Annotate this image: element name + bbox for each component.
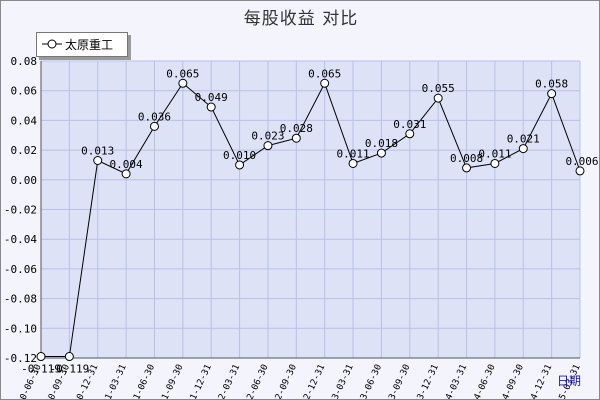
y-tick-label: 0.02	[11, 144, 38, 157]
x-tick-label: 2021-06-30	[125, 363, 157, 399]
data-label: 0.018	[365, 137, 398, 150]
x-tick-label: 2024-03-31	[437, 363, 469, 399]
data-label: 0.036	[138, 110, 171, 123]
data-label: 0.006	[565, 155, 598, 168]
x-tick-label: 2023-12-31	[409, 363, 441, 399]
grid	[40, 60, 581, 359]
data-label: 0.065	[166, 67, 199, 80]
y-tick-label: 0.04	[11, 114, 38, 127]
data-label: 0.049	[195, 91, 228, 104]
data-label: 0.028	[280, 122, 313, 135]
x-tick-label: 2021-12-31	[182, 363, 214, 399]
data-point	[121, 169, 131, 179]
y-tick-label: -0.08	[4, 293, 37, 306]
data-point	[64, 352, 74, 362]
x-tick-label: 2021-03-31	[97, 363, 129, 399]
data-label: 0.058	[535, 78, 568, 91]
y-tick-label: -0.12	[4, 352, 37, 365]
data-point	[348, 158, 358, 168]
x-axis-unit-label: 日期	[557, 374, 582, 388]
x-tick-label: 2022-09-30	[267, 363, 299, 399]
data-label: 0.010	[223, 149, 256, 162]
series-line-layer	[41, 82, 581, 358]
chart-title: 每股收益 对比	[243, 9, 359, 29]
legend-marker-icon	[42, 39, 62, 49]
data-point	[36, 352, 46, 362]
data-point	[206, 102, 216, 112]
y-tick-label: -0.10	[4, 322, 37, 335]
data-point	[235, 160, 245, 170]
data-point	[575, 166, 585, 176]
data-label: 0.011	[478, 147, 511, 160]
data-point	[405, 129, 415, 139]
data-label: 0.065	[308, 67, 341, 80]
y-tick-label: -0.06	[4, 263, 37, 276]
x-tick-label: 2021-09-30	[154, 363, 186, 399]
data-label: 0.031	[393, 118, 426, 131]
x-tick-label: 2022-12-31	[295, 363, 327, 399]
data-label: -0.119	[21, 363, 61, 376]
data-point	[178, 78, 188, 88]
data-point	[433, 93, 443, 103]
data-point	[93, 155, 103, 165]
data-point	[320, 78, 330, 88]
y-tick-label: -0.04	[4, 233, 37, 246]
data-label: 0.008	[450, 152, 483, 165]
x-tick-label: 2023-03-31	[324, 363, 356, 399]
data-label: 0.055	[422, 82, 455, 95]
data-point	[149, 121, 159, 131]
data-point	[263, 141, 273, 151]
data-label: 0.013	[81, 144, 114, 157]
data-point	[376, 148, 386, 158]
y-tick-label: 0.00	[11, 174, 38, 187]
y-tick-label: -0.02	[4, 204, 37, 217]
data-label: 0.011	[336, 147, 369, 160]
x-tick-label: 2023-06-30	[352, 363, 384, 399]
data-label: 0.021	[507, 133, 540, 146]
data-point	[547, 89, 557, 99]
x-tick-label: 2024-12-31	[522, 363, 554, 399]
x-tick-label: 2023-09-30	[381, 363, 413, 399]
data-label: 0.004	[110, 158, 143, 171]
data-point	[462, 163, 472, 173]
y-tick-label: 0.08	[11, 55, 38, 68]
legend: 太原重工	[36, 32, 128, 57]
data-point	[518, 144, 528, 154]
legend-label: 太原重工	[65, 38, 114, 52]
series-line	[41, 82, 581, 358]
x-tick-label: 2024-06-30	[466, 363, 498, 399]
data-points	[36, 78, 585, 362]
y-tick-label: 0.06	[11, 85, 38, 98]
x-tick-label: 2024-09-30	[494, 363, 526, 399]
data-label: -0.119	[49, 363, 89, 376]
x-tick-label: 2022-06-30	[239, 363, 271, 399]
data-label: 0.023	[251, 130, 284, 143]
data-point	[490, 158, 500, 168]
x-tick-label: 2022-03-31	[210, 363, 242, 399]
data-point	[291, 133, 301, 143]
